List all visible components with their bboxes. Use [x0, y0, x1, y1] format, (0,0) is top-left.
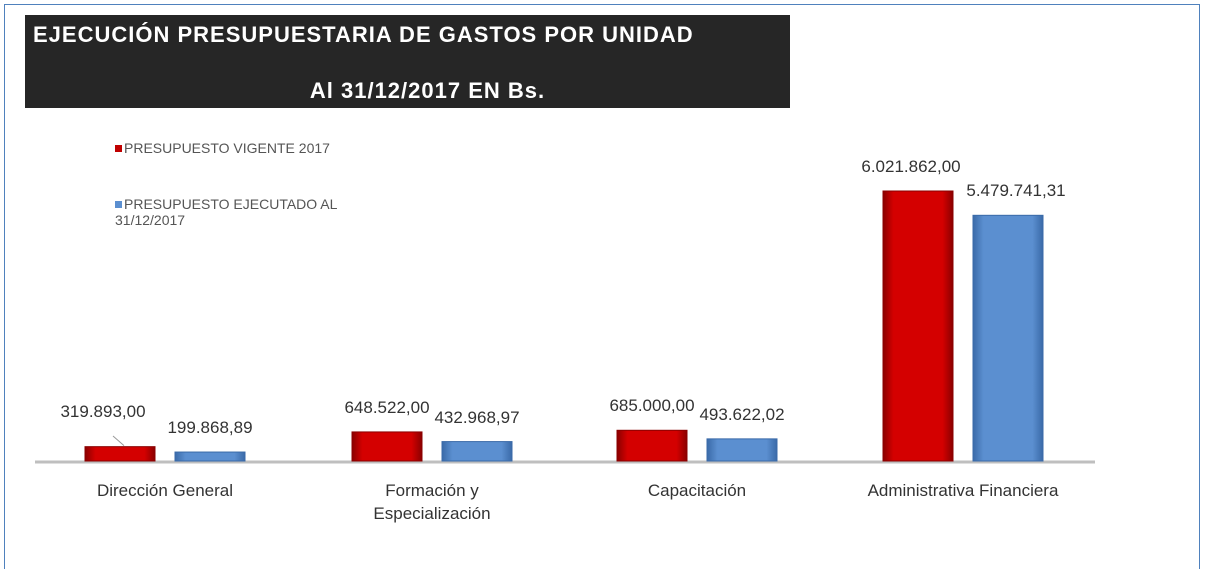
x-tick-label: Formación y Especialización [373, 481, 491, 523]
bar [882, 190, 954, 462]
bar [706, 438, 778, 462]
data-label: 199.868,89 [167, 418, 253, 438]
data-label: 319.893,00 [60, 401, 146, 421]
data-label: 685.000,00 [609, 396, 695, 416]
data-label: 432.968,97 [434, 407, 520, 427]
data-label: 648.522,00 [344, 397, 430, 417]
legend-label: PRESUPUESTO VIGENTE 2017 [124, 140, 330, 156]
bar [616, 429, 688, 462]
legend-item: PRESUPUESTO VIGENTE 2017 [115, 140, 330, 156]
legend-label: PRESUPUESTO EJECUTADO AL 31/12/2017 [115, 196, 337, 228]
data-label: 5.479.741,31 [966, 181, 1066, 201]
x-tick-label: Administrativa Financiera [867, 481, 1059, 500]
x-tick-label: Capacitación [647, 481, 747, 500]
legend-swatch [115, 201, 122, 208]
bar [351, 431, 423, 462]
chart-subtitle: Al 31/12/2017 EN Bs. [309, 78, 546, 103]
bar [441, 441, 513, 462]
chart-title: EJECUCIÓN PRESUPUESTARIA DE GASTOS POR U… [33, 22, 694, 47]
legend-item: PRESUPUESTO EJECUTADO AL 31/12/2017 [115, 196, 355, 228]
x-tick-label: Dirección General [96, 481, 234, 500]
bar [174, 451, 246, 462]
leader-line [112, 435, 125, 447]
legend-swatch [115, 145, 122, 152]
data-label: 493.622,02 [699, 404, 785, 424]
bar [84, 446, 156, 462]
data-label: 6.021.862,00 [861, 157, 961, 176]
title-box [25, 15, 790, 108]
bar [972, 214, 1044, 462]
